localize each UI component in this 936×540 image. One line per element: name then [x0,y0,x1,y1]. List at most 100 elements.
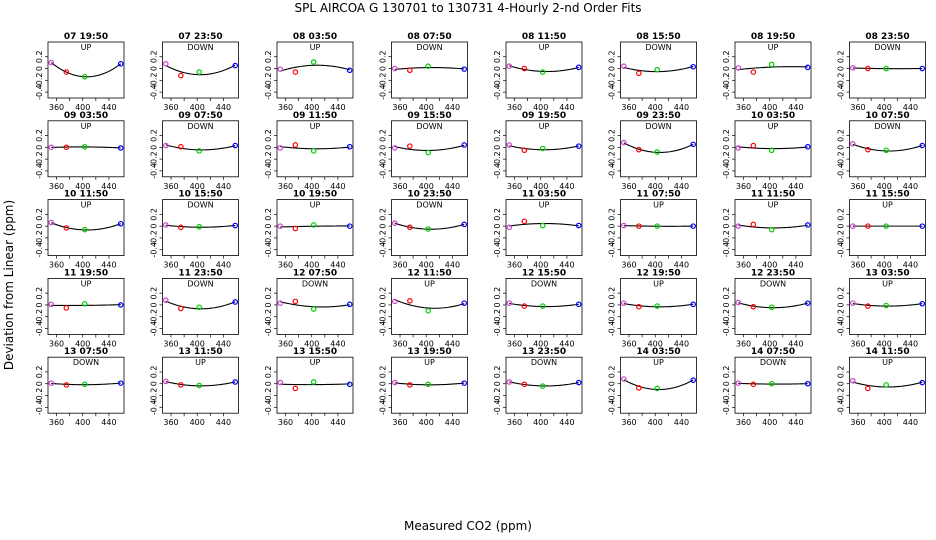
panel-title: 13 11:50 [178,347,222,357]
y-tick-label: -0.4 [837,84,846,100]
x-tick-label: 360 [621,103,636,112]
panel-title: 08 23:50 [865,32,909,42]
x-tick-label: 440 [445,339,460,348]
panel-frame [162,277,239,335]
fit-curve [280,383,350,386]
panel-title: 07 19:50 [64,32,108,42]
y-tick-label: 0 [722,66,731,71]
x-tick-label: 360 [278,103,293,112]
data-point [178,143,184,150]
x-tick-label: 360 [49,418,64,427]
y-tick-label: 0 [608,145,617,150]
x-tick-label: 400 [648,103,663,112]
y-tick-label: 0 [379,145,388,150]
data-point [425,226,431,232]
x-tick-label: 440 [788,261,803,270]
y-tick-label: -0.4 [493,400,502,416]
panel-title: 13 15:50 [293,347,337,357]
x-tick-label: 360 [163,339,178,348]
y-tick-label: 0.2 [493,287,502,300]
x-tick-label: 400 [304,418,319,427]
panel-direction-label: DOWN [874,122,900,131]
x-tick-label: 440 [674,261,689,270]
data-point [804,143,811,150]
y-tick-label: 0 [150,66,159,71]
panel-direction-label: UP [195,358,206,367]
x-tick-label: 400 [877,182,892,191]
panel-title: 12 15:50 [522,268,566,278]
y-tick-label: 0.2 [35,50,44,63]
data-point [232,222,239,229]
data-point [48,380,55,386]
panel-frame [391,41,468,99]
data-point [735,299,742,306]
data-point [117,220,124,227]
x-tick-label: 440 [903,261,918,270]
panel-title: 11 11:50 [751,190,795,200]
panel-title: 10 07:50 [865,111,909,121]
y-tick-label: 0.2 [35,366,44,379]
fit-curve [165,144,236,151]
x-tick-label: 400 [648,182,663,191]
x-tick-label: 440 [674,103,689,112]
x-tick-label: 440 [445,103,460,112]
fit-curve [738,66,808,71]
x-tick-label: 360 [278,418,293,427]
data-point [292,142,299,148]
data-point [346,67,353,74]
data-point [48,144,55,151]
data-point [346,143,353,150]
x-tick-label: 400 [648,418,663,427]
data-point [654,66,660,73]
y-tick-label: 0 [837,302,846,307]
fit-curve [623,142,694,154]
data-point [117,61,124,67]
panel-direction-label: DOWN [416,201,442,210]
panel-frame [47,41,125,99]
panel-frame [162,41,239,99]
y-tick-label: 0.2 [379,366,388,379]
x-tick-label: 440 [903,418,918,427]
data-point [407,297,413,304]
data-point [391,298,398,305]
y-tick-label: -0.2 [379,309,388,325]
panel-direction-label: UP [653,279,664,288]
panel-title: 09 15:50 [407,111,451,121]
panel-direction-label: UP [81,43,92,52]
data-point [407,382,413,388]
y-tick-label: 0 [493,66,502,71]
y-tick-label: 0 [264,224,273,229]
data-point [292,298,299,305]
data-point [768,147,775,154]
fit-curve [852,302,923,307]
y-tick-label: -0.4 [493,321,502,337]
data-point [162,61,169,67]
panel-frame [849,356,926,414]
y-tick-label: 0 [837,224,846,229]
data-point [81,226,88,233]
panel-frame [162,199,239,257]
data-point [620,376,627,382]
x-tick-label: 400 [304,261,319,270]
data-point [883,302,889,309]
y-tick-label: -0.4 [35,400,44,416]
data-point [63,382,70,388]
x-tick-label: 400 [190,182,205,191]
x-tick-label: 400 [75,418,90,427]
data-point [461,142,468,148]
data-point [849,140,856,147]
data-point [63,69,70,75]
panel-title: 11 23:50 [178,268,222,278]
y-tick-label: 0 [837,145,846,150]
panel-direction-label: UP [653,201,664,210]
data-point [521,381,528,388]
y-tick-label: 0 [722,381,731,386]
panel-frame [849,199,926,257]
